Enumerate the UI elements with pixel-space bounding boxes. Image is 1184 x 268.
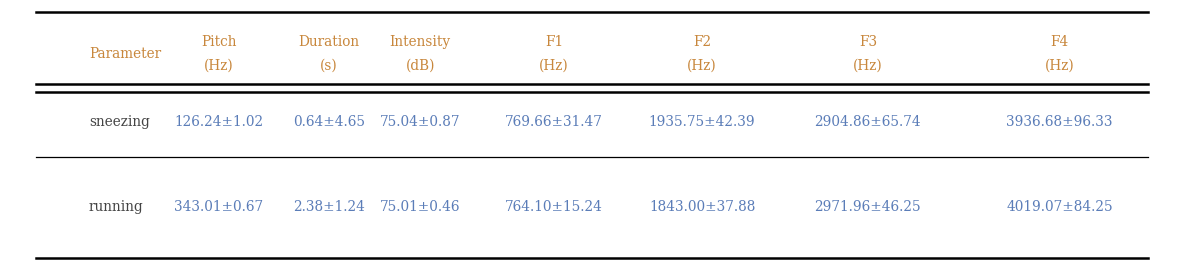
Text: 2904.86±65.74: 2904.86±65.74 — [815, 115, 921, 129]
Text: 769.66±31.47: 769.66±31.47 — [506, 115, 603, 129]
Text: 2.38±1.24: 2.38±1.24 — [294, 200, 365, 214]
Text: (dB): (dB) — [406, 59, 435, 73]
Text: 126.24±1.02: 126.24±1.02 — [174, 115, 264, 129]
Text: 764.10±15.24: 764.10±15.24 — [506, 200, 603, 214]
Text: 1843.00±37.88: 1843.00±37.88 — [649, 200, 755, 214]
Text: F4: F4 — [1050, 35, 1069, 49]
Text: (Hz): (Hz) — [1044, 59, 1075, 73]
Text: (s): (s) — [321, 59, 337, 73]
Text: 343.01±0.67: 343.01±0.67 — [174, 200, 264, 214]
Text: running: running — [89, 200, 143, 214]
Text: (Hz): (Hz) — [687, 59, 718, 73]
Text: 75.04±0.87: 75.04±0.87 — [380, 115, 461, 129]
Text: F1: F1 — [545, 35, 564, 49]
Text: Intensity: Intensity — [390, 35, 451, 49]
Text: 3936.68±96.33: 3936.68±96.33 — [1006, 115, 1113, 129]
Text: (Hz): (Hz) — [539, 59, 570, 73]
Text: Pitch: Pitch — [201, 35, 237, 49]
Text: (Hz): (Hz) — [204, 59, 234, 73]
Text: 2971.96±46.25: 2971.96±46.25 — [815, 200, 921, 214]
Text: 0.64±4.65: 0.64±4.65 — [294, 115, 365, 129]
Text: (Hz): (Hz) — [852, 59, 883, 73]
Text: F3: F3 — [858, 35, 877, 49]
Text: Parameter: Parameter — [89, 47, 161, 61]
Text: 4019.07±84.25: 4019.07±84.25 — [1006, 200, 1113, 214]
Text: 75.01±0.46: 75.01±0.46 — [380, 200, 461, 214]
Text: F2: F2 — [693, 35, 712, 49]
Text: 1935.75±42.39: 1935.75±42.39 — [649, 115, 755, 129]
Text: sneezing: sneezing — [89, 115, 149, 129]
Text: Duration: Duration — [298, 35, 360, 49]
